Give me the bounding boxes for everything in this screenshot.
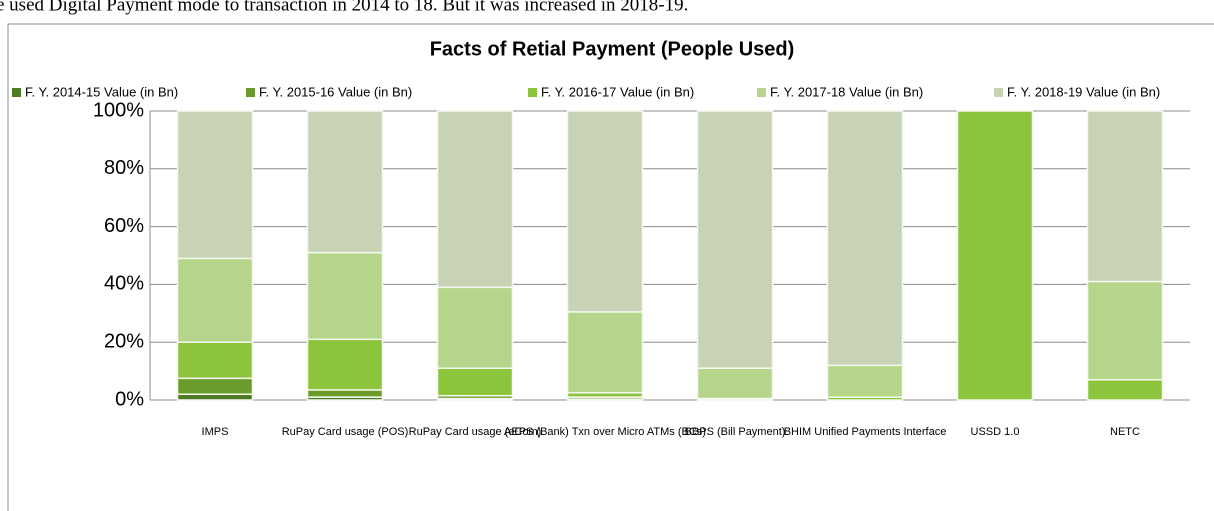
legend-swatch [12,88,21,97]
bar-segment [956,110,1034,401]
x-tick-label: USSD 1.0 [971,426,1020,438]
x-tick-label: RuPay Card usage (POS) [282,426,409,438]
bar-segment [436,367,514,397]
legend-label: F. Y. 2014-15 Value (in Bn) [25,84,178,99]
legend-swatch [246,88,255,97]
bar-segment [436,110,514,289]
y-tick-label: 20% [104,330,144,352]
chart-title: Facts of Retial Payment (People Used) [430,38,795,60]
bar-segment [306,338,384,391]
bar-segment [306,110,384,254]
bar-segment [176,110,254,260]
y-tick-label: 80% [104,157,144,179]
legend-swatch [757,88,766,97]
bar-segment [566,110,644,313]
legend-label: F. Y. 2016-17 Value (in Bn) [541,84,694,99]
page-text: e used Digital Payment mode to transacti… [0,0,688,15]
bar-segment [696,110,774,369]
bar-segment [436,286,514,369]
legend-label: F. Y. 2017-18 Value (in Bn) [770,84,923,99]
x-tick-label: BHIM Unified Payments Interface [784,426,947,438]
bar-segment [826,110,904,367]
x-tick-label: BBPS (Bill Payment) [685,426,786,438]
y-tick-label: 100% [93,99,144,121]
bar-segment [1086,280,1164,381]
legend-label: F. Y. 2015-16 Value (in Bn) [259,84,412,99]
bar-segment [826,364,904,398]
bar-segment [176,377,254,395]
bar-segment [176,393,254,401]
x-tick-label: IMPS [202,426,229,438]
legend-label: F. Y. 2018-19 Value (in Bn) [1007,84,1160,99]
x-tick-label: RuPay Card usage (eCom) [409,426,542,438]
y-tick-label: 40% [104,273,144,295]
y-tick-label: 60% [104,215,144,237]
bar-segment [306,251,384,341]
bar-segment [306,389,384,398]
bar-segment [1086,110,1164,283]
legend-swatch [994,88,1003,97]
bar-segment [176,341,254,380]
bar-segment [566,311,644,394]
bar-segment [696,367,774,400]
x-tick-label: AEPS (Bank) Txn over Micro ATMs (BCs) [504,426,706,438]
bar-segment [176,257,254,343]
y-tick-label: 0% [115,388,144,410]
bar-segment [1086,379,1164,401]
legend-swatch [528,88,537,97]
x-tick-label: NETC [1110,426,1140,438]
